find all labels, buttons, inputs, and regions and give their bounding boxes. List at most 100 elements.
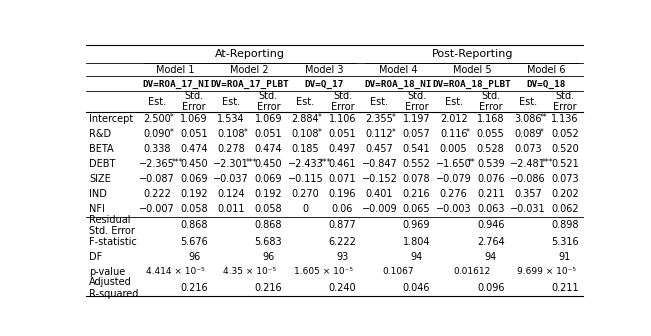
Text: *: * xyxy=(392,113,396,122)
Text: 96: 96 xyxy=(262,252,275,261)
Text: 1.069: 1.069 xyxy=(255,114,282,124)
Text: Intercept: Intercept xyxy=(89,114,133,124)
Text: 94: 94 xyxy=(484,252,497,261)
Text: 9.699 × 10⁻⁵: 9.699 × 10⁻⁵ xyxy=(517,267,576,276)
Text: Std.
Error: Std. Error xyxy=(331,91,354,112)
Text: 1.106: 1.106 xyxy=(329,114,356,124)
Text: 4.35 × 10⁻⁵: 4.35 × 10⁻⁵ xyxy=(223,267,277,276)
Text: 0.539: 0.539 xyxy=(477,159,505,169)
Text: −0.087: −0.087 xyxy=(139,174,175,184)
Text: 0.011: 0.011 xyxy=(217,204,245,214)
Text: 0.461: 0.461 xyxy=(329,159,356,169)
Text: 5.683: 5.683 xyxy=(255,237,282,247)
Text: 0.222: 0.222 xyxy=(143,189,171,199)
Text: 0.071: 0.071 xyxy=(329,174,356,184)
Text: *: * xyxy=(318,113,322,122)
Text: 2.012: 2.012 xyxy=(440,114,467,124)
Text: Std.
Error: Std. Error xyxy=(256,91,280,112)
Text: 0.541: 0.541 xyxy=(403,144,430,154)
Text: 0.1067: 0.1067 xyxy=(382,267,414,276)
Text: 0.058: 0.058 xyxy=(255,204,282,214)
Text: −1.650: −1.650 xyxy=(436,159,471,169)
Text: 0.969: 0.969 xyxy=(403,220,430,230)
Text: 94: 94 xyxy=(411,252,422,261)
Text: −2.481: −2.481 xyxy=(510,159,546,169)
Text: 0.450: 0.450 xyxy=(180,159,208,169)
Text: Model 3: Model 3 xyxy=(305,65,343,75)
Text: 0.058: 0.058 xyxy=(180,204,208,214)
Text: 2.764: 2.764 xyxy=(477,237,505,247)
Text: *: * xyxy=(540,128,544,137)
Text: 0.877: 0.877 xyxy=(329,220,356,230)
Text: 1.534: 1.534 xyxy=(217,114,245,124)
Text: 0.216: 0.216 xyxy=(180,283,208,293)
Text: 0.051: 0.051 xyxy=(180,129,208,139)
Text: ***: *** xyxy=(245,158,257,167)
Text: *: * xyxy=(169,113,173,122)
Text: 91: 91 xyxy=(559,252,571,261)
Text: −0.847: −0.847 xyxy=(362,159,397,169)
Text: Adjusted
R-squared: Adjusted R-squared xyxy=(89,277,138,299)
Text: Model 2: Model 2 xyxy=(230,65,269,75)
Text: 0.046: 0.046 xyxy=(403,283,430,293)
Text: −2.433: −2.433 xyxy=(288,159,324,169)
Text: 0.069: 0.069 xyxy=(180,174,208,184)
Text: Model 4: Model 4 xyxy=(379,65,417,75)
Text: −2.365: −2.365 xyxy=(139,159,175,169)
Text: −0.009: −0.009 xyxy=(362,204,397,214)
Text: 0.112: 0.112 xyxy=(366,129,393,139)
Text: F-statistic: F-statistic xyxy=(89,237,137,247)
Text: 1.804: 1.804 xyxy=(403,237,430,247)
Text: Est.: Est. xyxy=(296,96,314,107)
Text: DV=ROA_18_NI: DV=ROA_18_NI xyxy=(365,79,432,88)
Text: 1.197: 1.197 xyxy=(403,114,430,124)
Text: 2.884: 2.884 xyxy=(292,114,319,124)
Text: 0.051: 0.051 xyxy=(255,129,282,139)
Text: −0.152: −0.152 xyxy=(361,174,398,184)
Text: 0.497: 0.497 xyxy=(329,144,356,154)
Text: 0.076: 0.076 xyxy=(477,174,505,184)
Text: p-value: p-value xyxy=(89,266,125,277)
Text: Std.
Error: Std. Error xyxy=(405,91,428,112)
Text: 0.868: 0.868 xyxy=(180,220,208,230)
Text: Est.: Est. xyxy=(370,96,389,107)
Text: 0.474: 0.474 xyxy=(255,144,282,154)
Text: DEBT: DEBT xyxy=(89,159,115,169)
Text: 6.222: 6.222 xyxy=(329,237,356,247)
Text: −2.301: −2.301 xyxy=(214,159,249,169)
Text: **: ** xyxy=(540,113,547,122)
Text: 0.06: 0.06 xyxy=(332,204,353,214)
Text: −0.115: −0.115 xyxy=(288,174,324,184)
Text: 0.868: 0.868 xyxy=(255,220,282,230)
Text: 1.168: 1.168 xyxy=(477,114,505,124)
Text: 0.090: 0.090 xyxy=(143,129,171,139)
Text: R&D: R&D xyxy=(89,129,111,139)
Text: 0: 0 xyxy=(302,204,309,214)
Text: 0.124: 0.124 xyxy=(217,189,245,199)
Text: 5.316: 5.316 xyxy=(551,237,579,247)
Text: *: * xyxy=(318,128,322,137)
Text: Std.
Error: Std. Error xyxy=(182,91,206,112)
Text: 0.401: 0.401 xyxy=(366,189,393,199)
Text: 5.676: 5.676 xyxy=(180,237,208,247)
Text: ***: *** xyxy=(542,158,553,167)
Text: 0.357: 0.357 xyxy=(514,189,542,199)
Text: 0.898: 0.898 xyxy=(551,220,579,230)
Text: 0.216: 0.216 xyxy=(403,189,430,199)
Text: 3.086: 3.086 xyxy=(514,114,542,124)
Text: 0.457: 0.457 xyxy=(366,144,393,154)
Text: DV=Q_18: DV=Q_18 xyxy=(527,79,566,88)
Text: 0.520: 0.520 xyxy=(551,144,579,154)
Text: −0.086: −0.086 xyxy=(510,174,546,184)
Text: 0.063: 0.063 xyxy=(477,204,505,214)
Text: 0.192: 0.192 xyxy=(180,189,208,199)
Text: 0.052: 0.052 xyxy=(551,129,579,139)
Text: 0.065: 0.065 xyxy=(403,204,430,214)
Text: 0.057: 0.057 xyxy=(403,129,430,139)
Text: 0.528: 0.528 xyxy=(477,144,505,154)
Text: 0.108: 0.108 xyxy=(292,129,319,139)
Text: IND: IND xyxy=(89,189,107,199)
Text: 1.136: 1.136 xyxy=(551,114,579,124)
Text: *: * xyxy=(392,128,396,137)
Text: 0.096: 0.096 xyxy=(477,283,505,293)
